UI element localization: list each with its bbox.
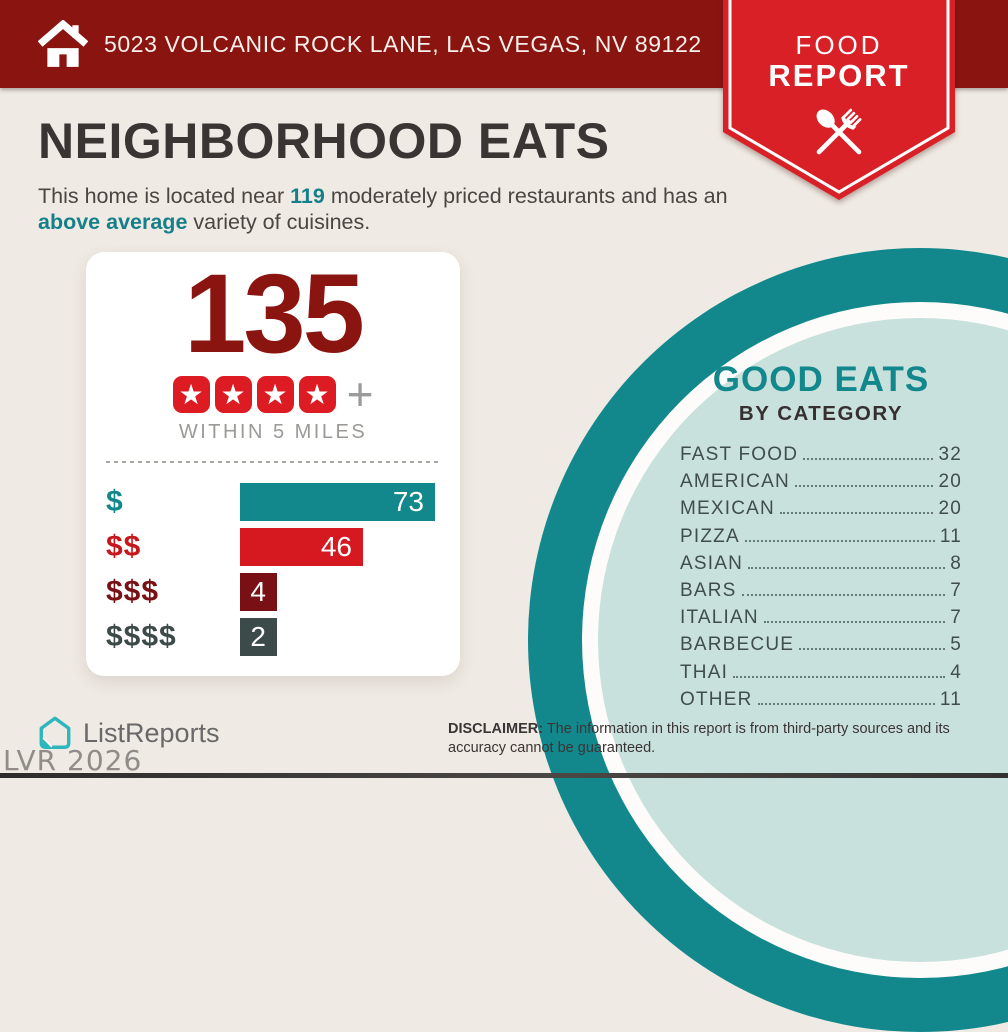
disclaimer-text: The information in this report is from t… (448, 721, 950, 757)
category-value: 11 (939, 525, 962, 547)
utensils-icon (816, 108, 862, 155)
radius-caption: WITHIN 5 MILES (178, 421, 368, 443)
watermark: LVR 2026 (3, 744, 143, 777)
ribbon-shape (723, 0, 955, 200)
price-tier-chart: $73 $$ 46 $$$ 4 $$$$ 2 (86, 483, 460, 656)
good-eats-panel: GOOD EATS BY CATEGORY FAST FOOD 32 AMERICA… (680, 360, 962, 716)
price-tier-bar: 73 (240, 483, 435, 521)
dotted-leader (799, 648, 946, 651)
dotted-leader (757, 702, 935, 705)
star-icon: ★ (256, 375, 294, 413)
dashed-divider (106, 461, 440, 463)
category-label: PIZZA (680, 525, 740, 547)
category-value: 11 (939, 688, 962, 710)
restaurant-count: 119 (290, 184, 325, 208)
photo-edge-strip (0, 773, 1008, 778)
subtitle: This home is located near 119 moderately… (38, 183, 728, 235)
category-row: PIZZA 11 (680, 526, 962, 553)
ribbon-title-line2: REPORT (768, 58, 910, 93)
price-tier-label: $$ (106, 530, 142, 563)
star-icon: ★ (298, 375, 336, 413)
category-row: ITALIAN 7 (680, 607, 962, 634)
price-tier-bar: 4 (240, 573, 277, 611)
category-row: FAST FOOD 32 (680, 444, 962, 471)
good-eats-subheading: BY CATEGORY (738, 402, 904, 425)
category-value: 20 (938, 471, 962, 493)
subtitle-highlight: above average (38, 210, 188, 235)
price-tier-row: $$$ 4 (106, 573, 460, 611)
category-label: OTHER (680, 688, 753, 710)
category-label: AMERICAN (680, 471, 790, 493)
price-tier-row: $$ 46 (106, 528, 460, 566)
subtitle-pre: This home is located near (38, 184, 291, 208)
price-tier-label: $ (106, 485, 124, 518)
listreports-brand: ListReports (36, 714, 220, 752)
food-report-ribbon: FOOD REPORT (723, 0, 955, 205)
plus-sign: + (346, 367, 374, 420)
category-value: 32 (938, 444, 962, 465)
price-tier-value: 73 (392, 486, 424, 517)
ribbon-title-line1: FOOD (795, 30, 883, 60)
category-row: THAI 4 (680, 662, 962, 689)
dotted-leader (733, 675, 946, 678)
disclaimer-label: DISCLAIMER: (448, 721, 544, 737)
home-icon (38, 20, 88, 67)
disclaimer: DISCLAIMER: The information in this repo… (448, 720, 976, 758)
category-label: BARBECUE (680, 634, 795, 656)
stats-card: 135 ★ ★ ★ ★ + WITHIN 5 MILES $73 $$ 46 $$$ 4 $$$$… (86, 252, 460, 676)
subtitle-mid: moderately priced restaurants and has an (324, 184, 728, 208)
price-tier-value: 4 (250, 576, 266, 607)
price-tier-value: 2 (250, 621, 266, 652)
dotted-leader (748, 566, 946, 569)
category-value: 8 (950, 552, 962, 574)
category-label: ITALIAN (680, 607, 759, 629)
star-rating: ★ ★ ★ ★ + (86, 367, 460, 420)
price-tier-bar: 2 (240, 618, 277, 656)
category-value: 7 (950, 579, 962, 601)
star-icon: ★ (214, 375, 252, 413)
category-value: 5 (950, 634, 962, 656)
subtitle-post: variety of cuisines. (187, 210, 371, 235)
price-tier-row: $73 (106, 483, 460, 521)
category-value: 4 (950, 661, 962, 683)
price-tier-row: $$$$ 2 (106, 618, 460, 656)
dotted-leader (794, 485, 934, 488)
category-row: BARBECUE 5 (680, 634, 962, 661)
category-row: AMERICAN 20 (680, 471, 962, 498)
property-address: 5023 VOLCANIC ROCK LANE, LAS VEGAS, NV 8… (104, 30, 702, 57)
category-label: THAI (680, 661, 729, 683)
dotted-leader (779, 512, 934, 515)
category-value: 20 (938, 498, 962, 520)
good-eats-heading: GOOD EATS (712, 360, 930, 399)
category-row: OTHER 11 (680, 689, 962, 716)
listreports-logo-icon (39, 716, 71, 749)
page-title: NEIGHBORHOOD EATS (38, 113, 610, 169)
price-tier-label: $$$ (106, 575, 160, 608)
category-label: MEXICAN (680, 498, 775, 520)
price-tier-value: 46 (320, 531, 352, 562)
category-row: MEXICAN 20 (680, 498, 962, 525)
category-label: BARS (680, 579, 737, 601)
category-label: ASIAN (680, 552, 744, 574)
category-row: ASIAN 8 (680, 553, 962, 580)
dotted-leader (744, 539, 935, 542)
brand-name: ListReports (83, 717, 220, 748)
star-icon: ★ (172, 375, 210, 413)
category-label: FAST FOOD (680, 444, 799, 465)
category-value: 7 (950, 607, 962, 629)
category-list: FAST FOOD 32 AMERICAN 20 MEXICAN 20 PIZZA 11 ASI… (680, 444, 962, 716)
total-restaurant-count: 135 (184, 251, 365, 376)
dotted-leader (803, 458, 934, 460)
dotted-leader (763, 621, 946, 624)
price-tier-bar: 46 (240, 528, 363, 566)
dotted-leader (741, 593, 946, 596)
price-tier-label: $$$$ (106, 620, 177, 653)
category-row: BARS 7 (680, 580, 962, 607)
